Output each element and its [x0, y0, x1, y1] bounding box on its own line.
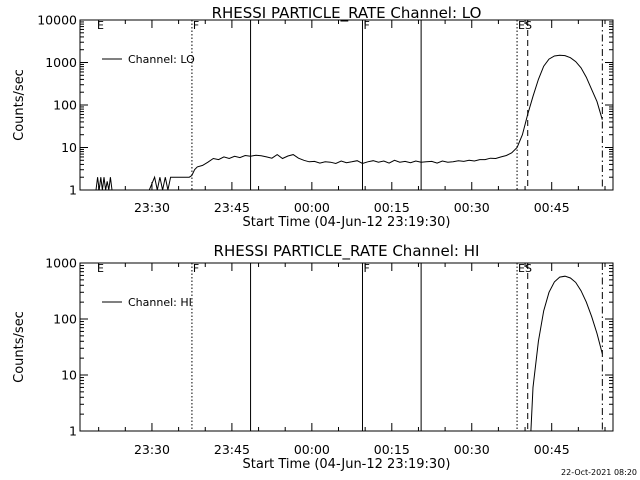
y-tick-label: 100 [53, 98, 77, 113]
y-tick-label: 1 [69, 183, 77, 198]
flag-label: ES [518, 19, 532, 32]
flag-label: F [363, 19, 369, 32]
flag-label: F [193, 262, 199, 275]
chart-lo-channel: RHESSI PARTICLE_RATE Channel: LO 1 10 100 10… [12, 4, 614, 230]
legend-label: Channel: HI [128, 296, 192, 309]
x-tick-label: 23:30 [134, 442, 170, 457]
x-tick-label: 00:30 [454, 442, 490, 457]
flag-label: F [193, 19, 199, 32]
legend-label: Channel: LO [128, 53, 195, 66]
flag-label: E [97, 19, 104, 32]
flag-label: E [97, 262, 104, 275]
x-tick-label: 23:45 [214, 200, 250, 215]
flag-label: ES [518, 262, 532, 275]
series-line [95, 54, 603, 191]
x-tick-label: 00:45 [534, 442, 570, 457]
x-tick-label: 23:45 [214, 442, 250, 457]
x-tick-label: 00:00 [294, 442, 330, 457]
y-tick-label: 1000 [45, 256, 77, 271]
y-tick-label: 1000 [45, 55, 77, 70]
x-axis-label: Start Time (04-Jun-12 23:19:30) [243, 215, 451, 230]
timestamp-stamp: 22-Oct-2021 08:20 [561, 468, 637, 477]
y-tick-label: 100 [53, 312, 77, 327]
y-axis-label: Counts/sec [12, 311, 27, 383]
x-axis-label: Start Time (04-Jun-12 23:19:30) [243, 457, 451, 472]
y-tick-label: 10000 [37, 13, 77, 28]
y-tick-label: 1 [69, 424, 77, 439]
series-line [530, 275, 603, 432]
plot-frame [79, 262, 614, 432]
x-tick-label: 00:45 [534, 200, 570, 215]
chart-title: RHESSI PARTICLE_RATE Channel: HI [214, 242, 480, 261]
x-tick-label: 00:15 [374, 442, 410, 457]
x-tick-label: 00:15 [374, 200, 410, 215]
y-tick-label: 10 [61, 140, 77, 155]
y-tick-label: 10 [61, 368, 77, 383]
x-tick-label: 00:00 [294, 200, 330, 215]
plot-frame [79, 19, 614, 191]
x-tick-label: 00:30 [454, 200, 490, 215]
flag-label: F [363, 262, 369, 275]
chart-title: RHESSI PARTICLE_RATE Channel: LO [212, 4, 482, 23]
chart-hi-channel: RHESSI PARTICLE_RATE Channel: HI 1 10 100 10… [12, 242, 614, 472]
y-axis-label: Counts/sec [12, 69, 27, 141]
x-tick-label: 23:30 [134, 200, 170, 215]
